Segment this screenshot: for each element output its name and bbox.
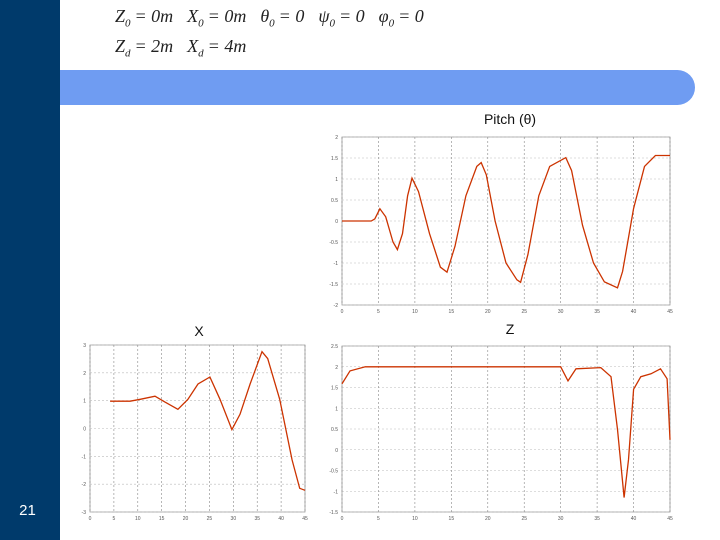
x-tick-label: 10 [412, 309, 418, 315]
equation: ψ0 = 0 [318, 6, 364, 30]
sidebar [0, 0, 60, 540]
header-band [60, 70, 695, 105]
equation-rhs: = 0m [207, 6, 247, 26]
equation-symbol: θ [260, 6, 270, 26]
equation-rhs: = 4m [207, 36, 247, 56]
y-tick-label: 2.5 [331, 344, 338, 350]
x-tick-label: 35 [254, 516, 260, 522]
x-tick-label: 45 [667, 516, 673, 522]
equation-symbol: ψ [318, 6, 330, 26]
y-tick-label: -1 [334, 489, 339, 495]
equation-sub: 0 [198, 17, 204, 30]
y-tick-label: -2 [82, 482, 87, 488]
equation-rhs: = 0m [134, 6, 174, 26]
y-tick-label: 3 [83, 343, 86, 349]
equation: X0 = 0m [187, 6, 246, 30]
x-tick-label: 30 [558, 309, 564, 315]
equation-symbol: X [187, 36, 199, 56]
equation-rhs: = 2m [134, 36, 174, 56]
x-tick-label: 25 [207, 516, 213, 522]
equation: θ0 = 0 [260, 6, 304, 30]
x-tick-label: 5 [112, 516, 115, 522]
equation-symbol: Z [115, 36, 126, 56]
y-tick-label: -1 [334, 261, 339, 267]
y-tick-label: 1 [335, 177, 338, 183]
x-tick-label: 20 [485, 516, 491, 522]
y-tick-label: 2 [335, 135, 338, 141]
page-number: 21 [19, 502, 36, 519]
equation-row: Zd = 2m Xd = 4m [115, 36, 260, 60]
equation-rhs: = 0 [278, 6, 305, 26]
y-tick-label: -2 [334, 303, 339, 309]
y-tick-label: 2 [83, 371, 86, 377]
x-tick-label: 40 [631, 516, 637, 522]
x-tick-label: 5 [377, 309, 380, 315]
y-tick-label: 1 [83, 399, 86, 405]
x-tick-label: 5 [377, 516, 380, 522]
y-tick-label: -0.5 [329, 240, 338, 246]
y-tick-label: -1 [82, 454, 87, 460]
equation: Z0 = 0m [115, 6, 173, 30]
y-tick-label: 1.5 [331, 386, 338, 392]
equation: Xd = 4m [187, 36, 246, 60]
equation-sub: 0 [269, 17, 275, 30]
equation-symbol: Z [115, 6, 126, 26]
x-tick-label: 35 [594, 309, 600, 315]
x-tick-label: 40 [278, 516, 284, 522]
x-tick-label: 30 [558, 516, 564, 522]
equation: Zd = 2m [115, 36, 173, 60]
equation-symbol: X [187, 6, 199, 26]
y-tick-label: 0.5 [331, 198, 338, 204]
y-tick-label: 2 [335, 365, 338, 371]
x-tick-label: 35 [594, 516, 600, 522]
x-tick-label: 45 [302, 516, 308, 522]
x-tick-label: 15 [449, 516, 455, 522]
x-tick-label: 45 [667, 309, 673, 315]
x-tick-label: 15 [449, 309, 455, 315]
y-tick-label: 1 [335, 406, 338, 412]
y-tick-label: 0 [335, 219, 338, 225]
x-tick-label: 30 [231, 516, 237, 522]
data-line [110, 350, 306, 491]
data-line [342, 154, 670, 289]
y-tick-label: -3 [82, 510, 87, 516]
equation-rhs: = 0 [339, 6, 365, 26]
equation-sub: 0 [388, 17, 395, 30]
y-tick-label: 0 [335, 448, 338, 454]
x-tick-label: 40 [631, 309, 637, 315]
y-tick-label: 0.5 [331, 427, 338, 433]
x-tick-label: 10 [412, 516, 418, 522]
x-tick-label: 15 [159, 516, 165, 522]
y-tick-label: 1.5 [331, 156, 338, 162]
y-tick-label: -0.5 [329, 469, 338, 475]
x-tick-label: 0 [341, 516, 344, 522]
equation-row: Z0 = 0m X0 = 0m θ0 = 0 ψ0 = 0 φ0 = 0 [115, 6, 438, 30]
y-tick-label: -1.5 [329, 282, 338, 288]
x-tick-label: 20 [485, 309, 491, 315]
equation-symbol: φ [378, 6, 389, 26]
equation-sub: d [198, 47, 204, 60]
chart-title: Pitch (θ) [484, 111, 536, 127]
x-tick-label: 10 [135, 516, 141, 522]
equation-rhs: = 0 [398, 6, 424, 26]
x-tick-label: 0 [89, 516, 92, 522]
equation: φ0 = 0 [379, 6, 424, 30]
data-line [341, 366, 671, 498]
equation-sub: 0 [329, 17, 336, 30]
y-tick-label: -1.5 [329, 510, 338, 516]
x-tick-label: 25 [521, 516, 527, 522]
x-tick-label: 20 [183, 516, 189, 522]
x-tick-label: 25 [521, 309, 527, 315]
y-tick-label: 0 [83, 427, 86, 433]
equation-sub: d [125, 47, 131, 60]
chart-title: X [194, 323, 204, 339]
equation-sub: 0 [125, 17, 131, 30]
chart-title: Z [506, 321, 515, 337]
x-tick-label: 0 [341, 309, 344, 315]
